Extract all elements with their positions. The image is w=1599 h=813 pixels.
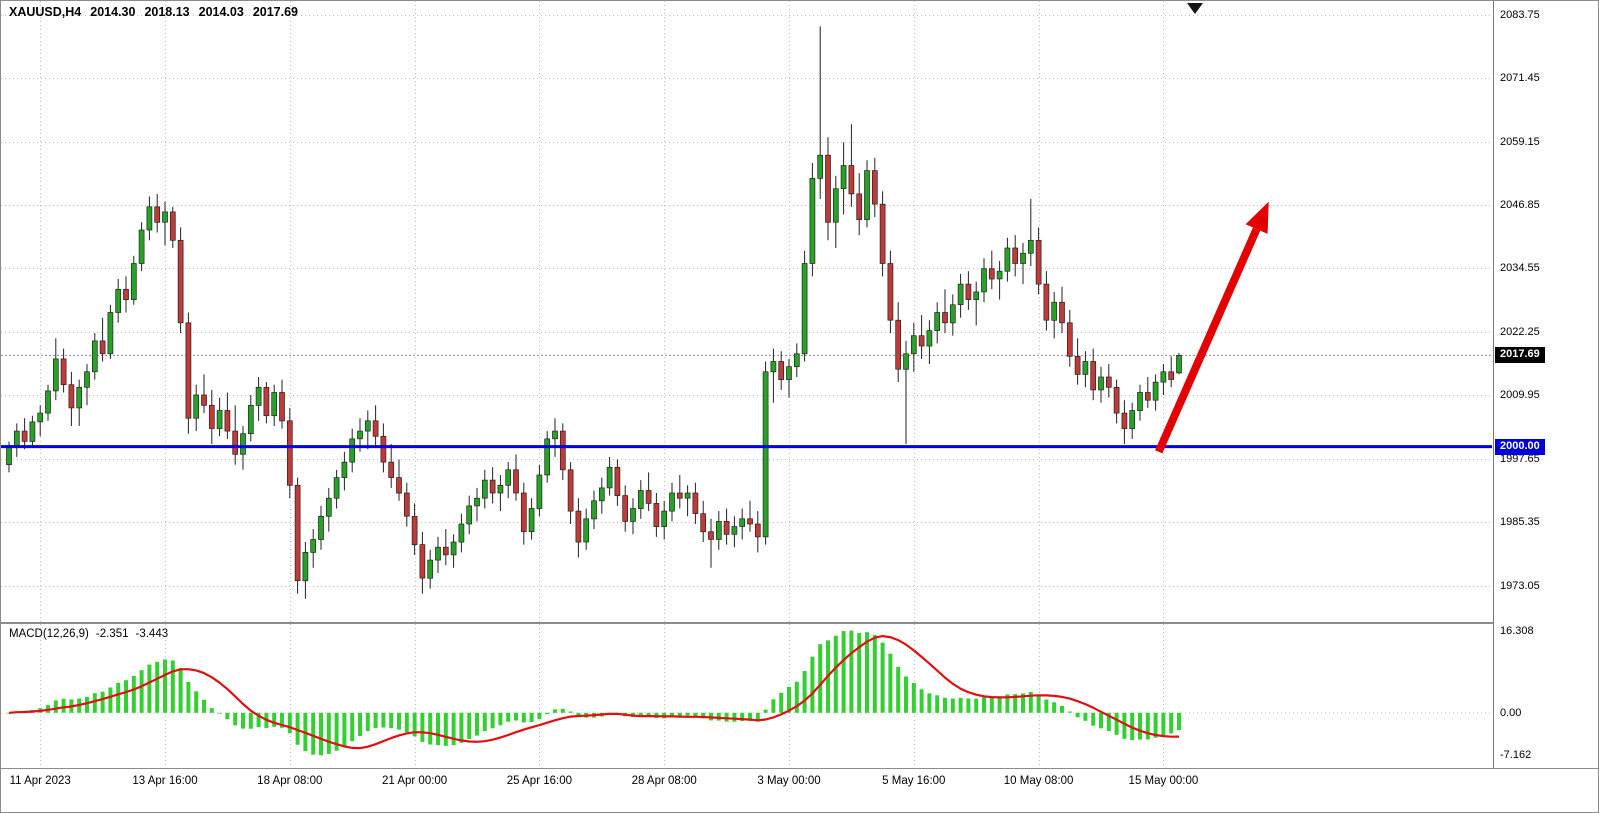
price-axis-label: 2083.75 — [1500, 8, 1540, 21]
price-axis-label: 2034.55 — [1500, 262, 1540, 275]
price-axis-label: 1997.65 — [1500, 452, 1540, 465]
time-axis-label: 28 Apr 08:00 — [631, 775, 697, 787]
price-axis-label: 2046.85 — [1500, 198, 1540, 211]
time-axis-label: 10 May 08:00 — [1003, 775, 1074, 787]
time-axis-label: 25 Apr 16:00 — [506, 775, 573, 787]
macd-indicator-label: MACD(12,26,9) -2.351 -3.443 — [9, 628, 175, 640]
low-value: 2014.03 — [198, 5, 244, 19]
time-axis-divider — [1, 768, 1598, 769]
price-axis-label: 2022.25 — [1500, 325, 1540, 338]
panel-divider — [1, 622, 1598, 624]
macd-axis-min-label: -7.162 — [1500, 749, 1532, 762]
time-axis-label: 21 Apr 00:00 — [381, 775, 448, 787]
time-axis-label: 11 Apr 2023 — [9, 775, 71, 787]
time-axis-label: 13 Apr 16:00 — [132, 775, 198, 787]
trend-arrow[interactable] — [1155, 201, 1269, 454]
price-chart-panel[interactable] — [1, 1, 1492, 622]
price-axis-label: 2059.15 — [1500, 135, 1540, 148]
price-axis-label: 2009.95 — [1500, 389, 1540, 402]
price-axis-label: 2071.45 — [1500, 72, 1540, 85]
macd-axis-max-label: 16.308 — [1500, 624, 1534, 637]
bid-price-box: 2017.69 — [1495, 347, 1545, 364]
macd-signal-value: -3.443 — [135, 628, 169, 640]
grid — [1, 1, 1492, 622]
price-axis[interactable]: 1973.05 1985.35 1997.65 2009.95 2022.25 2034.… — [1493, 1, 1598, 768]
time-axis[interactable]: 11 Apr 2023 13 Apr 16:00 18 Apr 08:00 21 Ap… — [1, 769, 1598, 812]
macd-panel[interactable] — [1, 624, 1492, 768]
price-axis-label: 1985.35 — [1500, 516, 1540, 529]
macd-name-label: MACD(12,26,9) — [9, 628, 89, 640]
chart-shift-marker-icon — [1187, 3, 1203, 14]
macd-value: -2.351 — [95, 628, 129, 640]
level-price-box: 2000.00 — [1495, 438, 1545, 455]
macd-grid — [1, 624, 1492, 768]
symbol-period-label: XAUUSD,H4 — [9, 5, 82, 19]
macd-histogram — [7, 630, 1181, 756]
time-axis-label: 5 May 16:00 — [882, 775, 946, 787]
time-axis-label: 15 May 00:00 — [1128, 775, 1199, 787]
chart-ohlc-title: XAUUSD,H4 2014.30 2018.13 2014.03 2017.69 — [9, 5, 307, 19]
price-axis-label: 1973.05 — [1500, 579, 1540, 592]
close-value: 2017.69 — [252, 5, 298, 19]
candles — [6, 26, 1182, 599]
time-axis-label: 18 Apr 08:00 — [257, 775, 323, 787]
time-axis-label: 3 May 00:00 — [757, 775, 821, 787]
macd-signal-line — [8, 635, 1180, 750]
open-value: 2014.30 — [90, 5, 136, 19]
macd-axis-zero-label: 0.00 — [1500, 706, 1522, 719]
high-value: 2018.13 — [144, 5, 190, 19]
